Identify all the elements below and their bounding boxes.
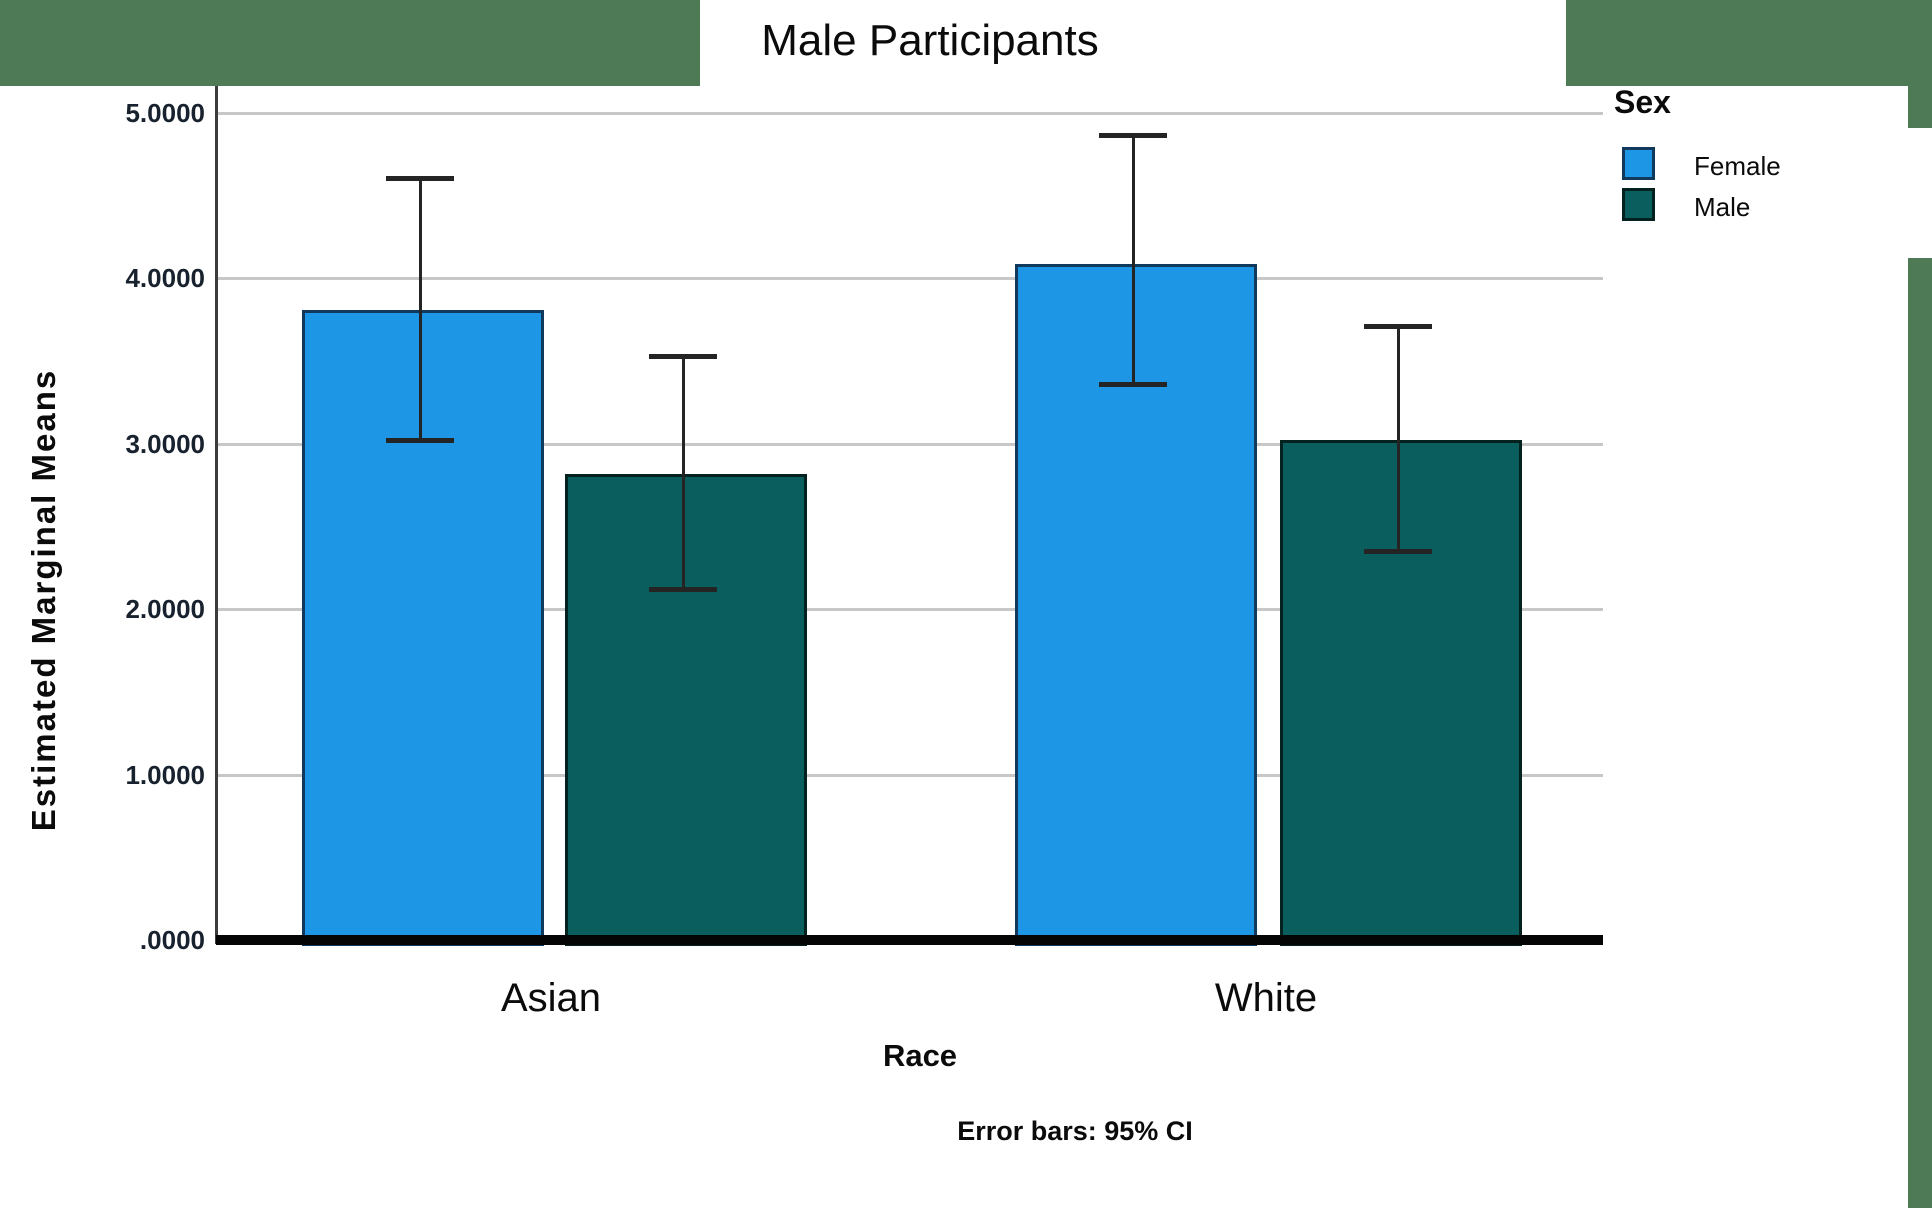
x-axis-baseline (216, 935, 1603, 945)
green-band-top-left (0, 0, 700, 86)
bar-white-male (1280, 440, 1522, 946)
bar-white-female (1015, 263, 1257, 946)
y-axis-title: Estimated Marginal Means (25, 368, 62, 832)
legend-label-male: Male (1694, 192, 1751, 222)
error-bar-line (418, 177, 422, 441)
gridline-1 (218, 773, 1603, 777)
category-label-white: White (1214, 976, 1318, 1020)
bar-asian-female (302, 309, 544, 946)
error-bar-line (681, 356, 685, 590)
error-bar-cap-top (1099, 132, 1167, 138)
legend-label-female: Female (1694, 151, 1781, 181)
error-bar-cap-bottom (386, 438, 454, 444)
legend-swatch-female (1622, 147, 1655, 180)
error-bar-cap-bottom (1099, 382, 1167, 388)
green-strip-right-lower (1908, 258, 1932, 1208)
gridline-3 (218, 442, 1603, 446)
gridline-5 (218, 112, 1603, 115)
category-label-asian: Asian (500, 976, 602, 1020)
y-axis-line (215, 86, 218, 944)
error-bar-cap-top (649, 354, 717, 360)
y-tick-label: 3.0000 (125, 428, 205, 459)
y-tick-label: 1.0000 (125, 759, 205, 790)
y-tick-label: 4.0000 (125, 263, 205, 294)
error-bars-footnote: Error bars: 95% CI (957, 1116, 1193, 1146)
error-bar-cap-bottom (649, 587, 717, 593)
green-strip-right-upper (1908, 0, 1932, 128)
chart-title: Male Participants (761, 16, 1099, 65)
error-bar-line (1131, 134, 1135, 385)
y-tick-label: 5.0000 (125, 98, 205, 128)
error-bar-cap-bottom (1364, 549, 1432, 555)
bar-asian-male (565, 473, 807, 946)
error-bar-cap-top (1364, 324, 1432, 330)
error-bar-cap-top (386, 175, 454, 181)
green-band-top-right (1566, 0, 1908, 86)
legend-swatch-male (1622, 188, 1655, 221)
legend-title: Sex (1614, 84, 1671, 120)
y-tick-label: 2.0000 (125, 594, 205, 625)
error-bar-line (1396, 326, 1400, 552)
y-tick-label: .0000 (139, 925, 205, 955)
gridline-2 (218, 608, 1603, 612)
gridline-4 (218, 277, 1603, 281)
x-axis-title: Race (882, 1038, 958, 1073)
